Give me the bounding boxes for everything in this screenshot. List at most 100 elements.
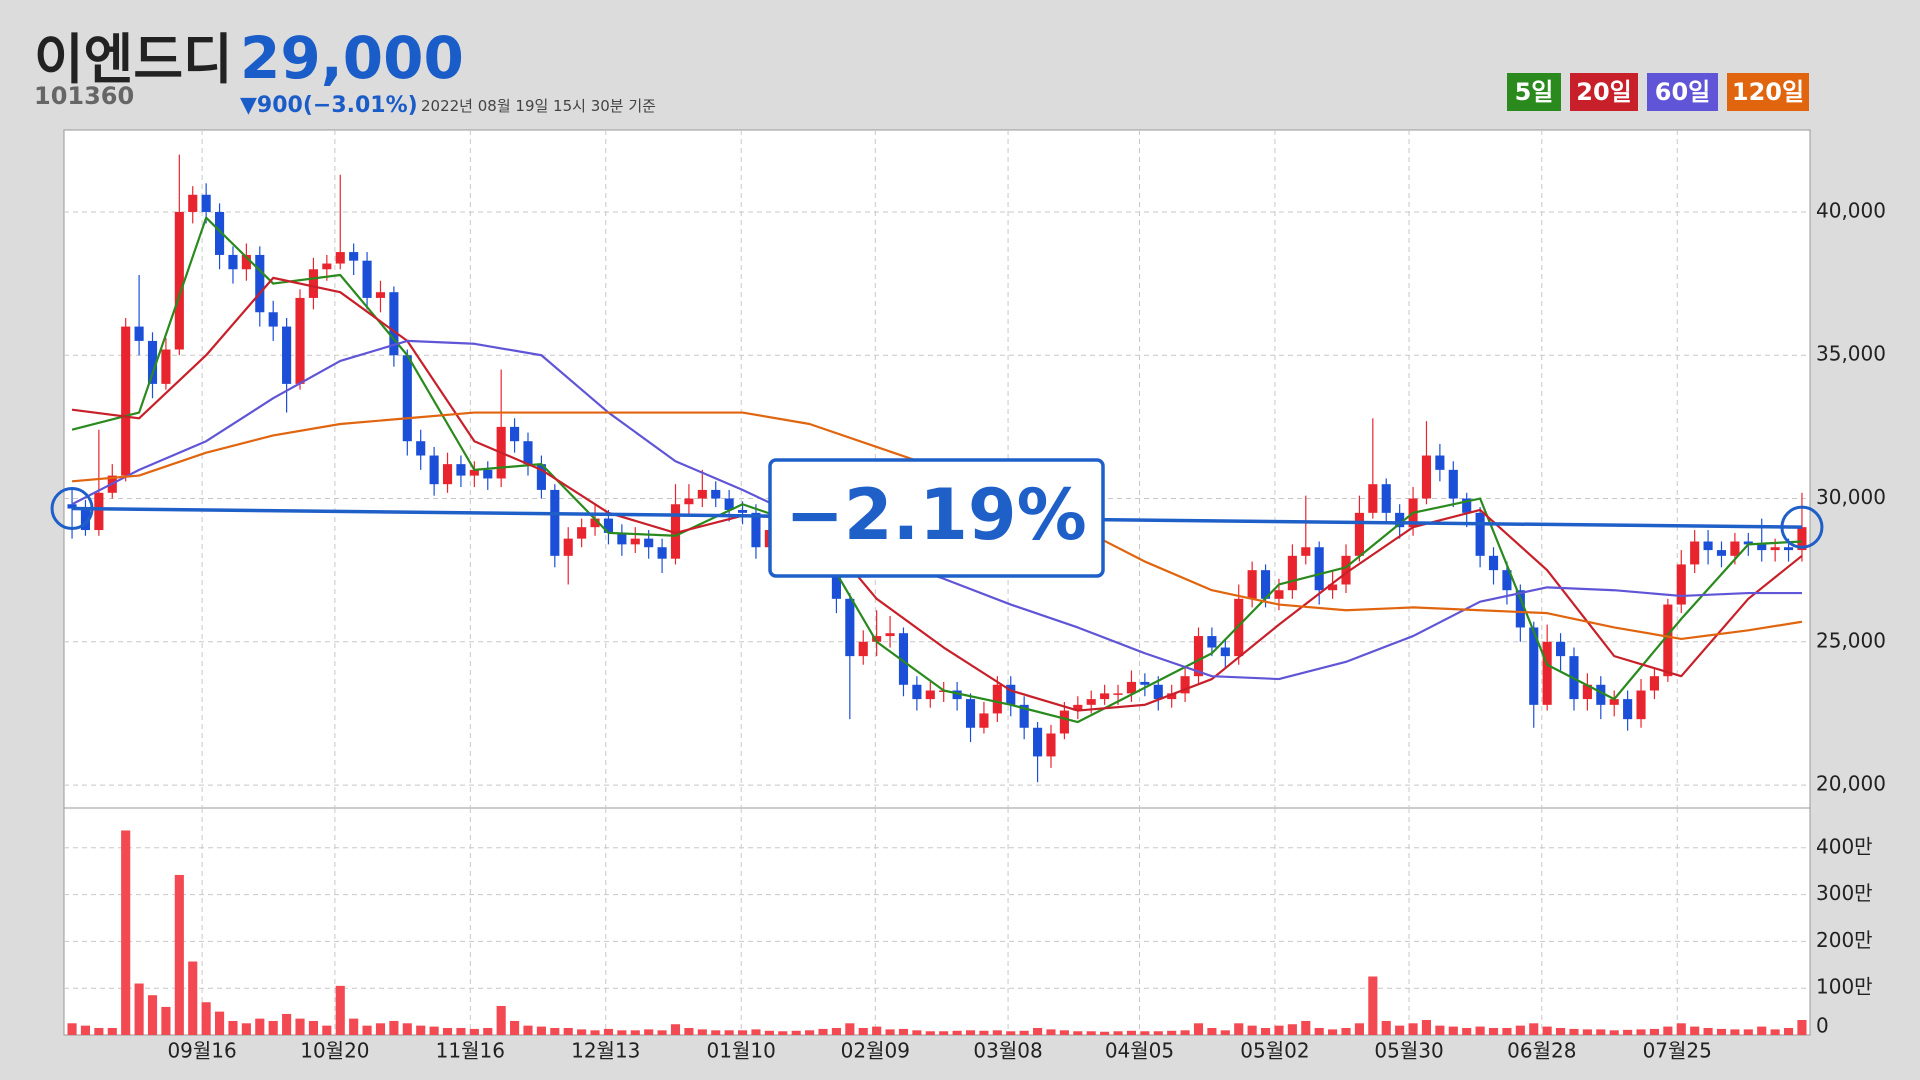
volume-bar (174, 874, 184, 1035)
volume-bar (1609, 1030, 1619, 1035)
candle-body (711, 489, 721, 499)
volume-bar (684, 1027, 694, 1035)
volume-bar (510, 1020, 520, 1035)
candle-body (308, 269, 318, 298)
volume-bar (992, 1030, 1002, 1035)
legend-swatch (1727, 73, 1809, 111)
volume-bar (362, 1025, 372, 1035)
candle-body (67, 504, 77, 509)
volume-bar (1180, 1030, 1190, 1035)
volume-bar (1395, 1025, 1405, 1035)
candle-body (1556, 641, 1566, 657)
candle-body (483, 469, 493, 479)
volume-bar (563, 1027, 573, 1035)
volume-bar (711, 1030, 721, 1035)
volume-bar (1247, 1025, 1257, 1035)
candle-body (1462, 498, 1472, 513)
volume-bar (939, 1031, 949, 1035)
volume-bar (402, 1023, 412, 1035)
legend-swatch (1570, 73, 1638, 111)
volume-bar (80, 1025, 91, 1035)
volume-tick-label: 400만 (1816, 834, 1873, 858)
volume-bar (67, 1023, 77, 1035)
candle-body (442, 464, 453, 485)
volume-bar (469, 1028, 479, 1035)
volume-bar (1475, 1026, 1485, 1035)
candle-body (577, 527, 587, 539)
volume-bar (885, 1029, 895, 1035)
volume-bar (1140, 1031, 1150, 1035)
candle-body (1636, 690, 1646, 720)
candle-body (375, 292, 386, 298)
candle-body (965, 699, 976, 728)
volume-bar (1341, 1027, 1351, 1035)
candle-body (402, 355, 412, 442)
volume-bar (1100, 1031, 1110, 1035)
volume-bar (255, 1018, 265, 1035)
x-tick-label: 10월20 (300, 1039, 369, 1063)
x-tick-label: 05월02 (1240, 1039, 1309, 1063)
volume-bar (1556, 1027, 1566, 1035)
candle-body (1676, 564, 1686, 605)
volume-bar (456, 1027, 466, 1035)
candle-body (912, 684, 922, 700)
candle-body (94, 492, 104, 531)
candle-body (1193, 636, 1204, 677)
volume-bar (496, 1005, 506, 1035)
stock-price: 29,000 (240, 24, 464, 92)
volume-bar (1730, 1029, 1740, 1035)
volume-bar (1033, 1027, 1043, 1035)
candle-body (1395, 512, 1405, 528)
candle-body (1207, 636, 1217, 648)
candle-body (1421, 455, 1432, 499)
volume-bar (134, 983, 144, 1035)
volume-bar (1623, 1029, 1633, 1035)
legend-label: 20일 (1576, 78, 1631, 106)
volume-bar (268, 1020, 278, 1035)
volume-bar (952, 1030, 962, 1035)
volume-bar (1757, 1026, 1767, 1035)
volume-bar (1113, 1031, 1123, 1035)
volume-bar (603, 1028, 614, 1035)
volume-bar (147, 995, 158, 1035)
volume-bar (94, 1027, 104, 1035)
x-tick-label: 09월16 (167, 1039, 236, 1063)
candle-body (1100, 693, 1110, 700)
candle-body (1381, 484, 1391, 513)
candle-body (1341, 555, 1351, 585)
volume-bar (912, 1030, 922, 1035)
candle-body (1690, 541, 1700, 565)
candle-body (1515, 590, 1525, 628)
moving-average-line (71, 339, 1802, 681)
y-tick-label: 20,000 (1816, 772, 1886, 796)
candle-body (751, 512, 761, 548)
candle-body (188, 194, 198, 212)
volume-bar (845, 1023, 855, 1035)
volume-bar (375, 1023, 386, 1035)
volume-bar (1126, 1030, 1137, 1035)
volume-bar (1676, 1023, 1686, 1035)
candle-body (657, 547, 667, 559)
candle-body (1073, 704, 1083, 711)
candle-body (737, 509, 748, 513)
candle-body (630, 538, 640, 545)
volume-bar (965, 1030, 976, 1035)
candle-body (536, 464, 546, 490)
candle-body (456, 464, 466, 476)
candle-body (1730, 541, 1740, 556)
candle-body (1542, 641, 1552, 705)
candle-body (389, 292, 399, 356)
volume-bar (536, 1026, 546, 1035)
volume-bar (308, 1020, 318, 1035)
volume-bar (1488, 1027, 1499, 1035)
candle-body (80, 508, 91, 531)
volume-bar (1582, 1029, 1592, 1035)
x-tick-label: 05월30 (1374, 1039, 1443, 1063)
candle-body (1716, 550, 1727, 556)
volume-bar (1059, 1030, 1069, 1035)
candle-body (1046, 733, 1056, 757)
candle-body (1301, 547, 1311, 556)
volume-bar (1207, 1027, 1217, 1035)
volume-bar (1301, 1020, 1311, 1035)
